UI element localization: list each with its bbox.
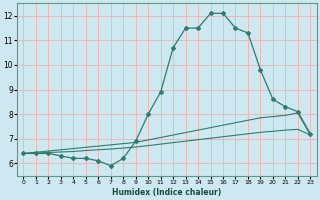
X-axis label: Humidex (Indice chaleur): Humidex (Indice chaleur) [112, 188, 221, 197]
